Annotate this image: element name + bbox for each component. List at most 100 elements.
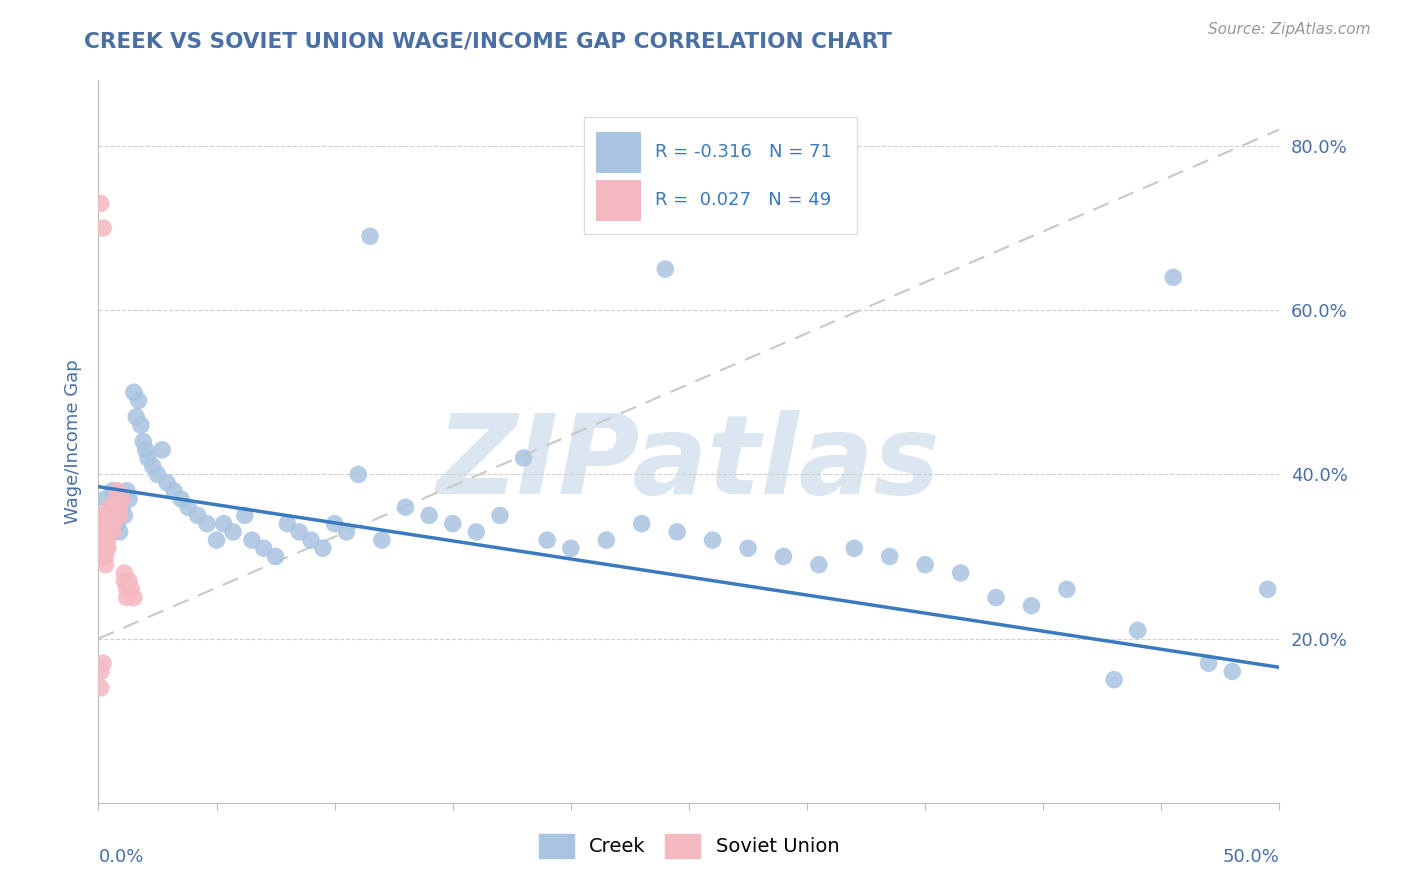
Point — [253, 541, 276, 556]
Point — [772, 549, 794, 564]
Point — [276, 516, 298, 531]
Point — [90, 196, 112, 211]
Point — [1126, 624, 1149, 638]
Point — [98, 508, 121, 523]
Point — [91, 221, 114, 235]
Point — [118, 574, 141, 588]
Point — [146, 467, 169, 482]
Text: R = -0.316   N = 71: R = -0.316 N = 71 — [655, 143, 831, 161]
Text: CREEK VS SOVIET UNION WAGE/INCOME GAP CORRELATION CHART: CREEK VS SOVIET UNION WAGE/INCOME GAP CO… — [84, 31, 893, 51]
Point — [536, 533, 558, 547]
Point — [118, 491, 141, 506]
Point — [91, 657, 114, 671]
Point — [212, 516, 235, 531]
Point — [100, 516, 122, 531]
Point — [96, 516, 118, 531]
Point — [94, 533, 117, 547]
Point — [129, 418, 152, 433]
Point — [702, 533, 724, 547]
Point — [93, 508, 115, 523]
Point — [1161, 270, 1184, 285]
Point — [288, 524, 311, 539]
Point — [156, 475, 179, 490]
Point — [108, 508, 131, 523]
Text: 50.0%: 50.0% — [1223, 848, 1279, 866]
Point — [94, 558, 117, 572]
Point — [104, 500, 127, 515]
Point — [359, 229, 381, 244]
Point — [101, 483, 124, 498]
Point — [111, 500, 134, 515]
Point — [135, 442, 157, 457]
Point — [111, 491, 134, 506]
Point — [560, 541, 582, 556]
Point — [94, 491, 117, 506]
Point — [128, 393, 150, 408]
Point — [97, 524, 120, 539]
Point — [136, 450, 159, 465]
Point — [177, 500, 200, 515]
Point — [418, 508, 440, 523]
Point — [1056, 582, 1078, 597]
Point — [90, 508, 112, 523]
Point — [91, 516, 114, 531]
Point — [97, 541, 120, 556]
Point — [108, 500, 131, 515]
Point — [105, 500, 128, 515]
Point — [93, 524, 115, 539]
Point — [205, 533, 228, 547]
Point — [312, 541, 335, 556]
Point — [323, 516, 346, 531]
Text: R =  0.027   N = 49: R = 0.027 N = 49 — [655, 191, 831, 210]
Point — [335, 524, 357, 539]
Point — [299, 533, 322, 547]
Point — [125, 409, 148, 424]
Point — [108, 524, 131, 539]
Point — [347, 467, 370, 482]
Point — [1198, 657, 1220, 671]
Point — [984, 591, 1007, 605]
Point — [489, 508, 512, 523]
Point — [90, 665, 112, 679]
Point — [465, 524, 488, 539]
Point — [240, 533, 263, 547]
Point — [112, 508, 135, 523]
Point — [844, 541, 866, 556]
Point — [96, 508, 118, 523]
Y-axis label: Wage/Income Gap: Wage/Income Gap — [65, 359, 83, 524]
Point — [90, 681, 112, 695]
Point — [112, 566, 135, 580]
Point — [115, 483, 138, 498]
Point — [105, 483, 128, 498]
Point — [100, 508, 122, 523]
Point — [512, 450, 534, 465]
Point — [112, 574, 135, 588]
Point — [914, 558, 936, 572]
Point — [142, 459, 165, 474]
Point — [101, 524, 124, 539]
Point — [103, 516, 125, 531]
Point — [98, 500, 121, 515]
Point — [93, 516, 115, 531]
Point — [122, 591, 145, 605]
Point — [91, 541, 114, 556]
Point — [1102, 673, 1125, 687]
Point — [91, 533, 114, 547]
Point — [595, 533, 617, 547]
Point — [103, 508, 125, 523]
Point — [187, 508, 209, 523]
Point — [1021, 599, 1043, 613]
Point — [441, 516, 464, 531]
Text: 0.0%: 0.0% — [98, 848, 143, 866]
Point — [666, 524, 689, 539]
Point — [115, 591, 138, 605]
Point — [122, 385, 145, 400]
Point — [132, 434, 155, 449]
Point — [654, 262, 676, 277]
Point — [1220, 665, 1243, 679]
Point — [91, 549, 114, 564]
Point — [98, 500, 121, 515]
Point — [394, 500, 416, 515]
Point — [195, 516, 218, 531]
Point — [94, 549, 117, 564]
